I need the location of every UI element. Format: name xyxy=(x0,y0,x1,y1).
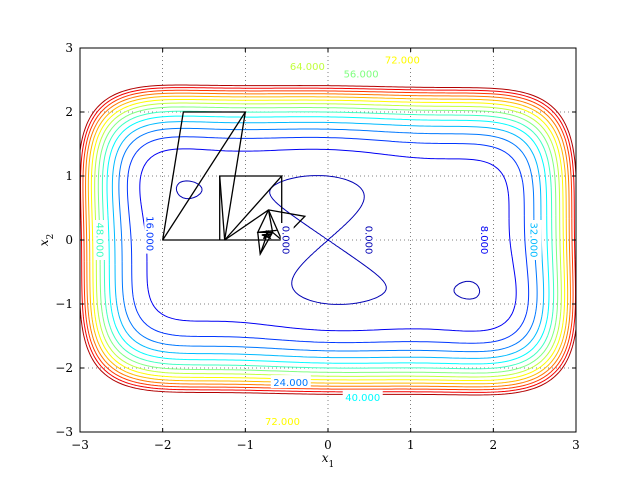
contour-label-text: 56.000 xyxy=(344,70,379,81)
contour-label: 0.000 xyxy=(280,223,294,257)
contour-label-bg xyxy=(280,223,294,257)
contour-label: 24.000 xyxy=(270,375,311,389)
y-axis-label: x2 xyxy=(37,234,56,247)
contour-label-bg xyxy=(270,375,311,389)
contour-label-bg xyxy=(341,66,382,80)
path-segment xyxy=(219,175,284,241)
contour-line-24 xyxy=(118,127,538,353)
contour-label-text: 72.000 xyxy=(265,417,300,428)
x-tick-label: −2 xyxy=(154,438,172,452)
x-tick-label: 2 xyxy=(490,438,498,452)
contour-label-text: 32.000 xyxy=(528,223,539,258)
x-axis-label: x1 xyxy=(322,451,335,470)
contour-line-40 xyxy=(106,115,550,365)
contour-line-64 xyxy=(94,102,562,378)
contour-label-bg xyxy=(363,223,377,257)
contour-line-56 xyxy=(97,106,559,374)
x-tick-label: 1 xyxy=(407,438,415,452)
path-segment xyxy=(257,229,277,233)
x-tick-label: −1 xyxy=(236,438,254,452)
contour-label-bg xyxy=(479,223,493,257)
y-tick-label: 1 xyxy=(65,169,73,183)
contour-labels: 64.000 56.000 72.000 48.000 16.000 0.000 0.000… xyxy=(94,52,542,428)
contour-label-text: 64.000 xyxy=(290,62,325,73)
contour-label: 40.000 xyxy=(342,389,383,404)
y-tick-label: −2 xyxy=(55,361,73,375)
contour-label-bg xyxy=(144,213,158,254)
contour-label-text: 40.000 xyxy=(345,393,380,404)
contour-label-text: 0.000 xyxy=(280,226,291,255)
contour-label: 56.000 xyxy=(341,66,382,81)
contour-label: 32.000 xyxy=(528,220,542,260)
contour-label-bg xyxy=(382,52,423,66)
contour-label-text: 48.000 xyxy=(94,223,105,258)
y-tick-label: 0 xyxy=(65,233,73,247)
contour-label-bg xyxy=(342,389,383,403)
axis-ticks: −3 −2 −1 0 1 2 3 −3 −2 −1 0 1 2 3 xyxy=(55,41,580,452)
x-tick-label: −3 xyxy=(71,438,89,452)
contour-label-bg xyxy=(287,58,328,72)
y-tick-label: 3 xyxy=(65,41,73,55)
contour-label: 64.000 xyxy=(287,58,328,73)
contour-label-text: 0.000 xyxy=(362,226,373,255)
contour-line-96 xyxy=(82,89,574,391)
y-tick-label: 2 xyxy=(65,105,73,119)
contour-label: 72.000 xyxy=(382,52,423,67)
contour-label: 16.000 xyxy=(143,213,158,254)
contour-label: 0.000 xyxy=(362,223,377,257)
contour-line-72 xyxy=(90,98,566,382)
contour-line-8 xyxy=(139,148,517,332)
axis-label-subscript: 2 xyxy=(46,234,56,240)
contour-label-bg xyxy=(262,414,303,428)
path-segment xyxy=(224,209,307,242)
contour-lines xyxy=(80,84,576,396)
x-tick-label: 3 xyxy=(572,438,580,452)
contour-label-bg xyxy=(94,220,108,260)
contour-line-16 xyxy=(126,136,530,344)
contour-label-bg xyxy=(528,220,542,260)
contour-label-text: 8.000 xyxy=(478,226,489,255)
x-tick-label: 0 xyxy=(324,438,332,452)
y-tick-label: −1 xyxy=(55,297,73,311)
axis-label-subscript: 1 xyxy=(329,460,335,470)
contour-label: 8.000 xyxy=(478,223,493,257)
contour-label-text: 16.000 xyxy=(143,216,154,251)
contour-label-text: 24.000 xyxy=(273,378,308,389)
contour-label: 72.000 xyxy=(262,414,303,428)
contour-line-104 xyxy=(80,87,576,393)
path-segment xyxy=(259,230,273,255)
contour-line-112 xyxy=(80,84,576,396)
contour-line-32 xyxy=(111,121,545,359)
contour-label-text: 72.000 xyxy=(385,56,420,67)
path-segment xyxy=(162,111,247,241)
y-tick-label: −3 xyxy=(55,425,73,439)
contour-label: 48.000 xyxy=(94,220,108,260)
